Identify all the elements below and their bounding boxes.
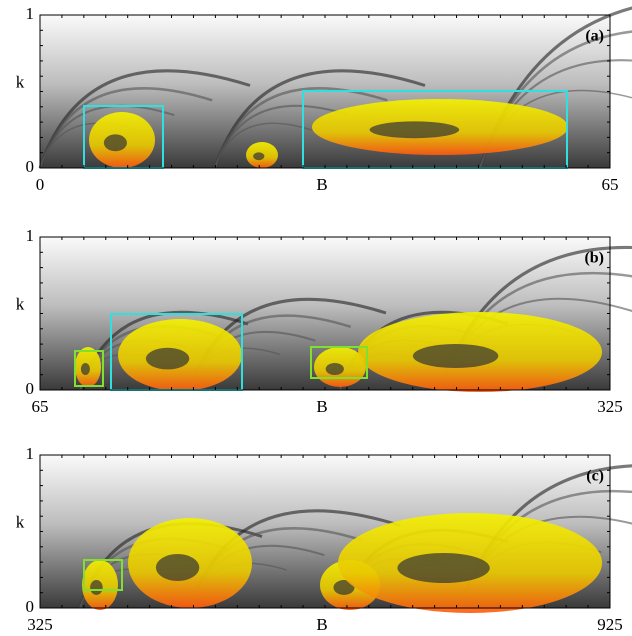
fractal-hole <box>369 121 460 139</box>
zoom-box <box>83 559 123 591</box>
x-tick-label: 65 <box>32 397 49 416</box>
fractal-hole <box>412 344 499 368</box>
x-axis-label: B <box>316 175 327 194</box>
fractal-hole <box>325 363 344 375</box>
fractal-hole <box>103 134 127 152</box>
x-tick-label: 325 <box>597 397 623 416</box>
zoom-box <box>310 346 368 379</box>
y-axis-label: k <box>16 294 25 313</box>
fractal-hole <box>90 580 103 595</box>
x-tick-label: 0 <box>36 175 45 194</box>
x-axis-label: B <box>316 615 327 634</box>
panel: 325 925 0 1 Bk (c) <box>16 444 632 634</box>
fractal-hole <box>333 580 355 595</box>
fractal-hole <box>397 553 490 583</box>
panel-label: (a) <box>585 28 604 45</box>
y-tick-label: 1 <box>26 226 35 245</box>
panel: 0 65 0 1 Bk (a) <box>16 4 632 194</box>
x-tick-label: 925 <box>597 615 623 634</box>
panel: 65 325 0 1 Bk (b) <box>16 226 632 416</box>
arc <box>214 122 312 169</box>
fractal-hole <box>80 363 90 375</box>
panel-label: (b) <box>584 250 604 267</box>
y-axis-label: k <box>16 72 25 91</box>
y-axis-label: k <box>16 512 25 531</box>
y-tick-label: 0 <box>26 379 35 398</box>
fractal-hole <box>253 152 265 161</box>
zoom-box <box>74 350 104 387</box>
y-tick-label: 1 <box>26 444 35 463</box>
x-tick-label: 65 <box>602 175 619 194</box>
x-tick-label: 325 <box>27 615 53 634</box>
panel-label: (c) <box>586 468 604 485</box>
x-axis-label: B <box>316 397 327 416</box>
y-tick-label: 0 <box>26 597 35 616</box>
y-tick-label: 0 <box>26 157 35 176</box>
fractal-hole <box>155 554 200 581</box>
fractal-hole <box>145 347 190 370</box>
y-tick-label: 1 <box>26 4 35 23</box>
